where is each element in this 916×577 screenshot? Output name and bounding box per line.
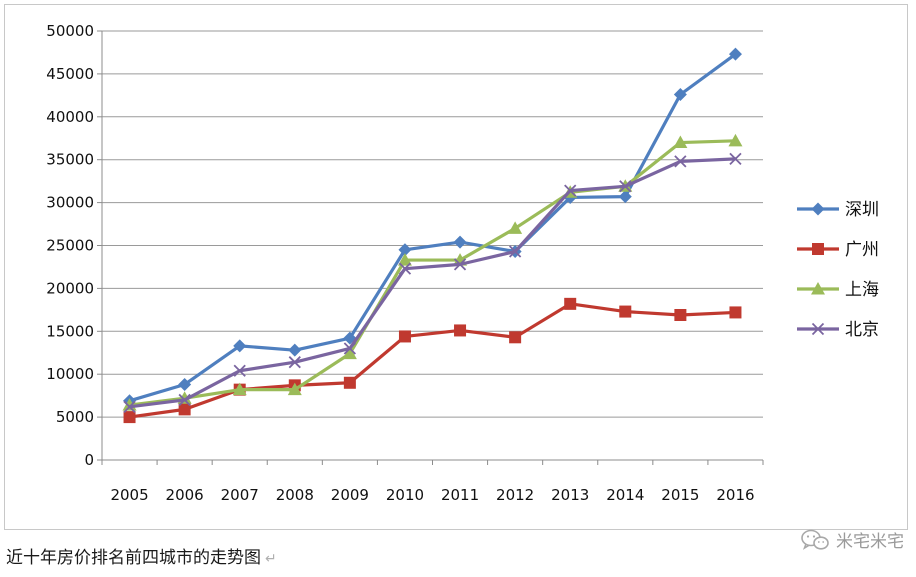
legend-marker: [811, 202, 825, 216]
x-tick-label: 2007: [221, 486, 259, 504]
y-tick-label: 5000: [56, 408, 94, 426]
legend-label: 深圳: [845, 200, 879, 220]
data-point: [178, 377, 192, 391]
x-tick-label: 2011: [441, 486, 479, 504]
data-point: [673, 87, 687, 101]
data-point: [509, 331, 522, 344]
data-point: [178, 403, 191, 416]
y-tick-label: 0: [84, 451, 94, 469]
legend-item: 深圳: [797, 200, 879, 220]
y-tick-label: 30000: [46, 194, 94, 212]
data-point: [619, 305, 632, 318]
data-point: [728, 133, 743, 147]
x-tick-label: 2010: [386, 486, 424, 504]
data-point: [564, 184, 577, 197]
data-point: [564, 297, 577, 310]
y-tick-label: 45000: [46, 65, 94, 83]
return-mark: ↵: [265, 551, 277, 567]
legend-item: 北京: [797, 320, 879, 340]
data-point: [288, 343, 302, 357]
data-point: [343, 342, 357, 355]
axis-layer: 0 5000 10000 15000 20000 25000 30000 35000 40000…: [46, 22, 764, 504]
x-tick-label: 2015: [661, 486, 699, 504]
y-tick-label: 15000: [46, 322, 94, 340]
chart-frame: 0 5000 10000 15000 20000 25000 30000 35000 40000…: [4, 4, 908, 530]
data-point: [178, 393, 191, 407]
data-point: [454, 324, 467, 337]
caption-text: 近十年房价排名前四城市的走势图: [6, 548, 261, 568]
series-line: [127, 52, 738, 403]
data-point: [233, 339, 247, 353]
data-point: [453, 235, 467, 249]
legend-label: 上海: [845, 280, 879, 300]
legend-marker: [811, 282, 825, 295]
data-point: [288, 356, 301, 369]
data-point: [508, 221, 523, 234]
data-point: [233, 364, 246, 377]
data-point: [398, 243, 412, 257]
data-point: [674, 308, 687, 321]
y-tick-label: 50000: [46, 22, 94, 40]
y-tick-label: 35000: [46, 151, 94, 169]
x-tick-label: 2013: [551, 486, 589, 504]
line-chart: 0 5000 10000 15000 20000 25000 30000 35000 40000…: [46, 22, 879, 504]
data-point: [398, 330, 411, 343]
data-point: [673, 135, 688, 149]
legend-item: 上海: [797, 280, 879, 300]
series-3: [123, 152, 742, 413]
data-point: [674, 155, 687, 168]
data-point: [729, 306, 742, 319]
x-tick-label: 2005: [110, 486, 148, 504]
watermark-text: 米宅米宅: [836, 532, 904, 552]
data-point: [729, 152, 742, 165]
data-point: [619, 180, 632, 193]
y-tick-label: 40000: [46, 108, 94, 126]
x-tick-label: 2009: [331, 486, 369, 504]
data-point: [453, 258, 467, 271]
wechat-icon: [801, 529, 829, 550]
y-tick-label: 25000: [46, 237, 94, 255]
y-tick-label: 10000: [46, 365, 94, 383]
x-tick-label: 2014: [606, 486, 644, 504]
data-point: [232, 382, 247, 396]
data-point: [342, 346, 357, 360]
data-point: [123, 400, 136, 413]
data-point: [397, 253, 412, 266]
legend-label: 广州: [845, 240, 879, 260]
data-point: [287, 382, 302, 396]
data-point: [618, 190, 632, 204]
series-layer: [122, 47, 743, 424]
series-line: [127, 302, 738, 419]
data-point: [398, 262, 412, 275]
data-point: [728, 47, 742, 61]
legend-label: 北京: [845, 320, 879, 340]
legend-item: 广州: [797, 240, 879, 260]
x-tick-label: 2008: [276, 486, 314, 504]
watermark: 米宅米宅: [800, 527, 904, 552]
y-tick-label: 20000: [46, 279, 94, 297]
x-tick-label: 2006: [166, 486, 204, 504]
legend-marker: [811, 322, 825, 336]
data-point: [508, 245, 522, 258]
x-tick-label: 2016: [716, 486, 754, 504]
x-tick-label: 2012: [496, 486, 534, 504]
series-line: [127, 139, 738, 407]
chart-caption: 近十年房价排名前四城市的走势图 ↵: [6, 543, 277, 568]
series-0: [123, 47, 742, 408]
grid-layer: [102, 30, 763, 418]
data-point: [123, 411, 136, 424]
series-line: [127, 157, 738, 409]
data-point: [343, 376, 356, 389]
legend-marker: [812, 243, 824, 255]
